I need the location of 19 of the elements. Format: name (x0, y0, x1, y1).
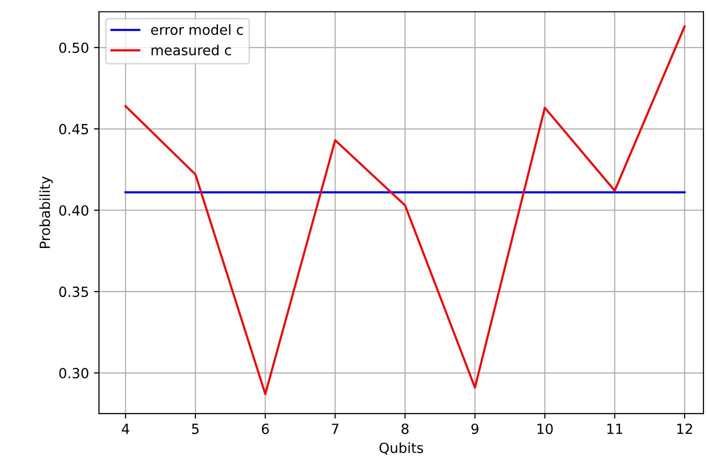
y-tick-label: 0.35 (59, 286, 88, 298)
x-tick-label: 9 (471, 424, 478, 434)
x-tick-label: 4 (122, 424, 130, 434)
line-series (124, 25, 686, 396)
x-tick-label: 8 (402, 424, 409, 434)
legend-label: measured c (152, 44, 231, 56)
y-tick-label: 0.40 (59, 205, 88, 216)
x-tick-label: 11 (607, 424, 622, 434)
x-tick-label: 5 (192, 424, 199, 434)
x-tick-label: 7 (332, 424, 338, 434)
y-tick-label: 0.50 (59, 42, 88, 54)
y-tick-label: 0.45 (59, 124, 88, 134)
x-tick-label: 10 (538, 424, 553, 434)
x-tick-label: 6 (262, 424, 269, 434)
legend-label: error model c (151, 24, 243, 35)
y-axis-title: Probability (39, 176, 53, 248)
y-tick-label: 0.30 (59, 368, 88, 378)
x-axis-title: Qubits (379, 442, 424, 455)
x-tick-label: 12 (677, 424, 692, 434)
